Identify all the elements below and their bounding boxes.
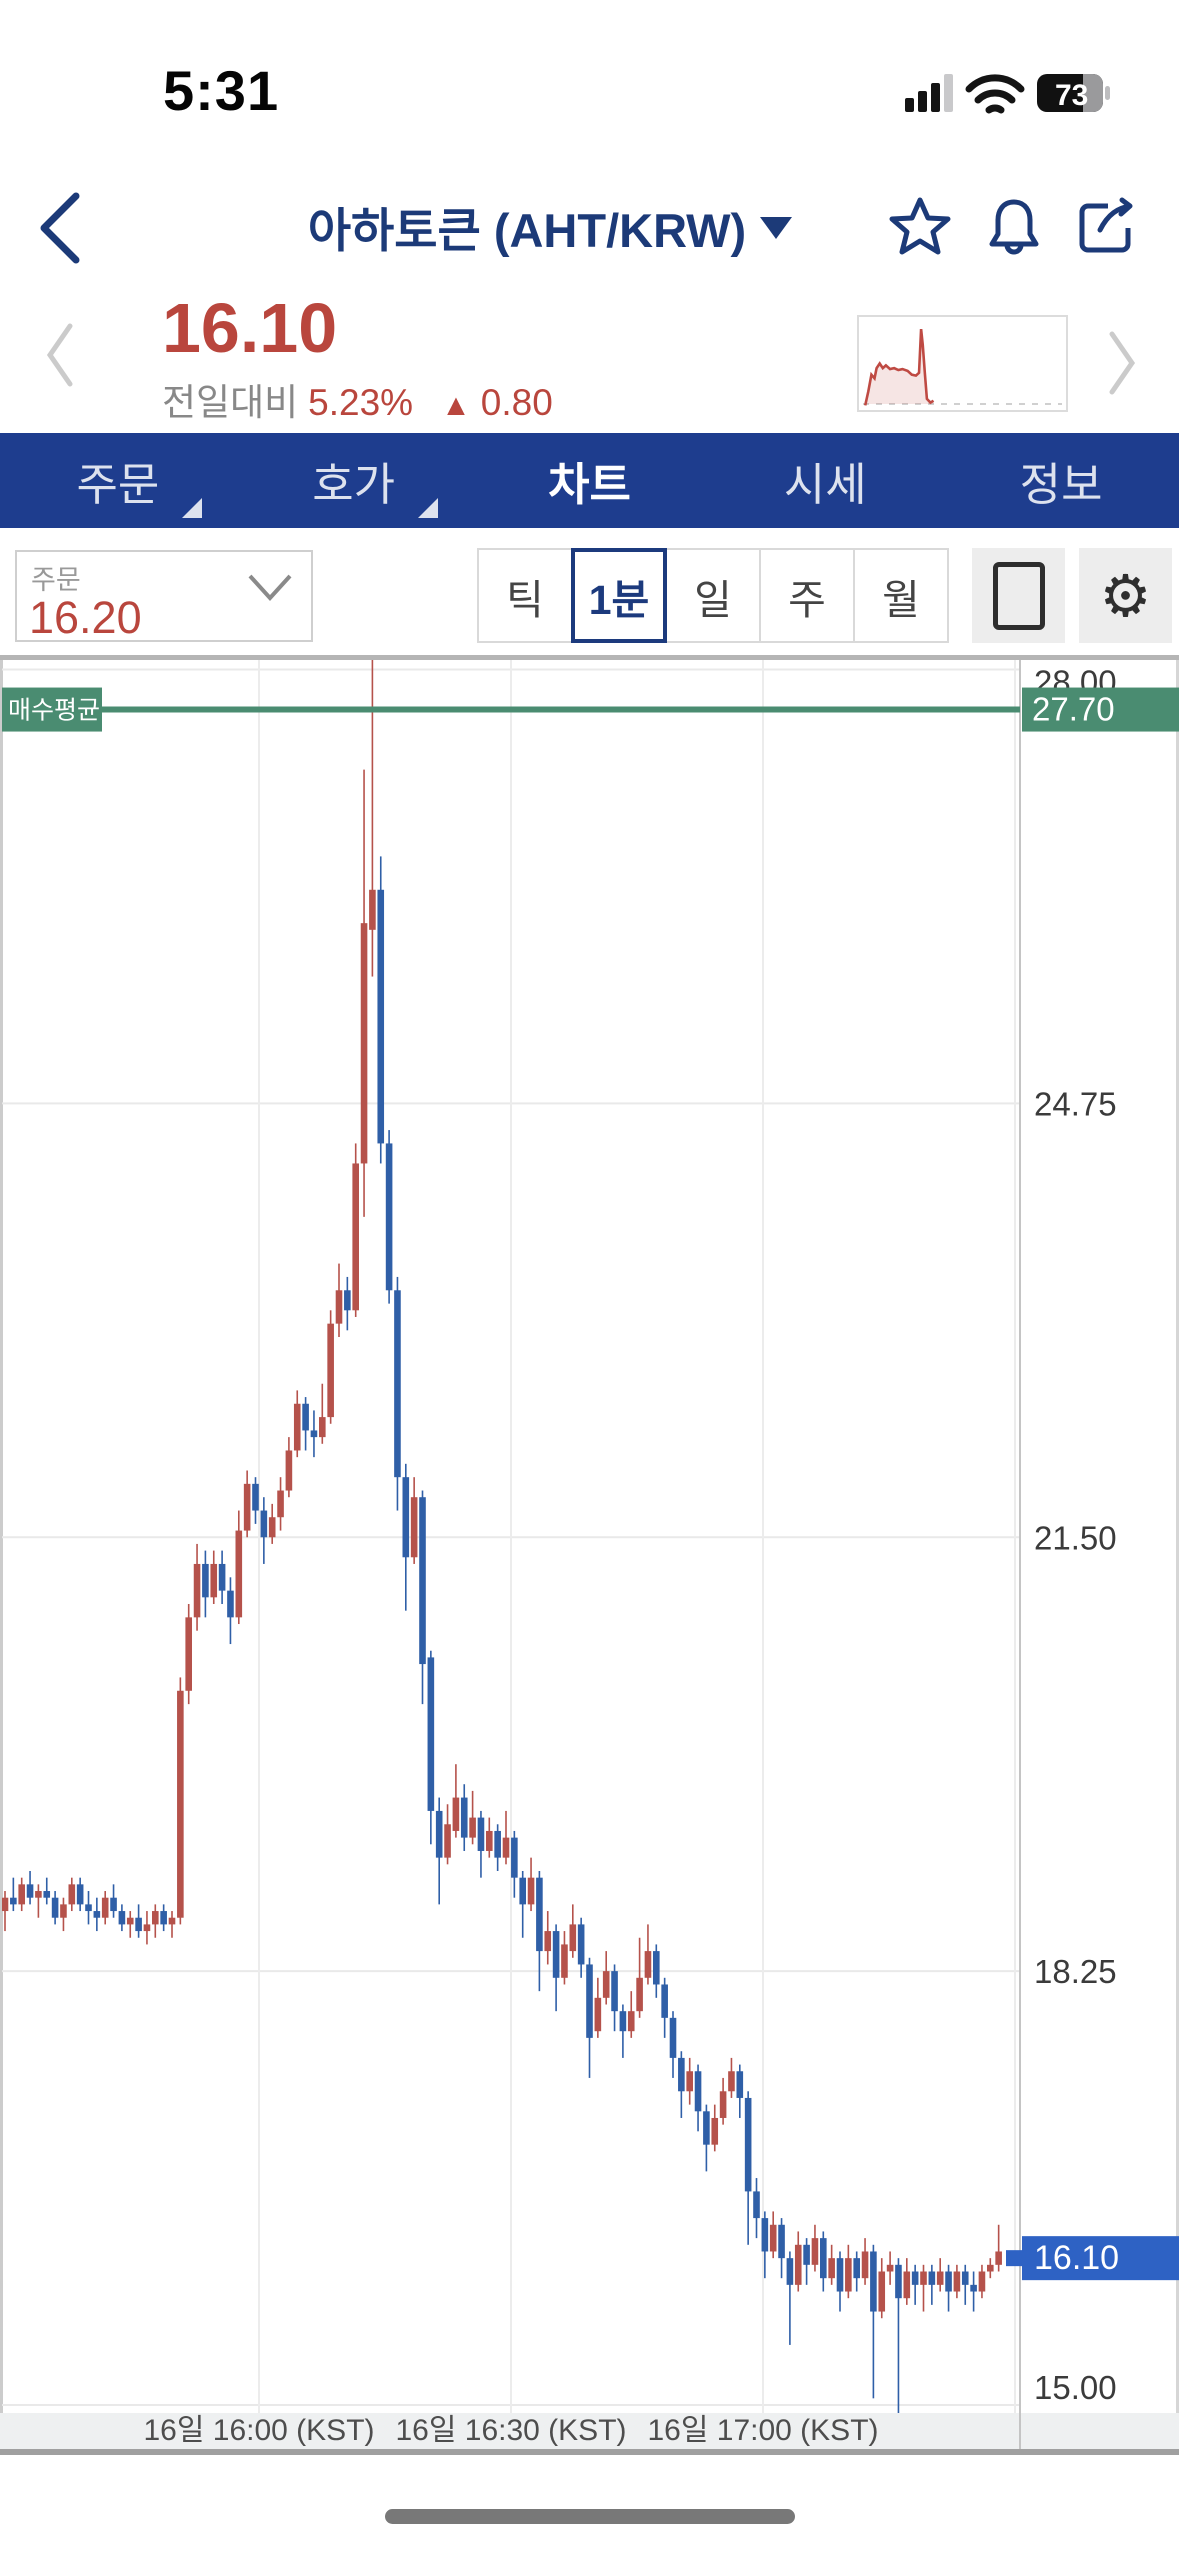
- cellular-signal-icon: [905, 74, 953, 112]
- candlestick-chart[interactable]: 28.00 24.75 21.50 18.25 15.00 매수평균 27.70 16.10 1…: [0, 655, 1179, 2455]
- timeframe-button-틱[interactable]: 틱: [477, 548, 573, 643]
- avg-price-label: 매수평균: [8, 697, 100, 725]
- battery-icon: 73: [1037, 74, 1110, 112]
- mini-sparkline: [857, 315, 1068, 412]
- chart-bottom-border: [0, 2449, 1179, 2455]
- current-price-marker: [1006, 2250, 1022, 2267]
- chevron-left-icon: [46, 323, 73, 387]
- tab-4[interactable]: 시세: [707, 433, 943, 528]
- current-price: 16.10: [162, 289, 338, 367]
- x-axis-strip: [0, 2413, 1179, 2449]
- tab-label: 시세: [783, 459, 867, 510]
- back-chevron-icon: [40, 192, 80, 264]
- x-axis-label: 16일 16:30 (KST): [395, 2414, 626, 2447]
- tab-label: 정보: [1019, 459, 1103, 510]
- status-icons: 73: [905, 74, 1110, 114]
- chevron-right-icon: [1109, 331, 1136, 395]
- timeframe-button-월[interactable]: 월: [853, 548, 949, 643]
- candle-style-icon: [992, 561, 1045, 630]
- avg-price-value: 27.70: [1032, 691, 1115, 728]
- current-price-badge: [1022, 2236, 1179, 2281]
- price-change-row: 전일대비 5.23% ▲ 0.80: [162, 372, 553, 426]
- submenu-triangle-icon: [417, 498, 438, 518]
- chart-left-border: [0, 660, 3, 2449]
- order-price-dropdown[interactable]: 주문 16.20: [15, 550, 313, 643]
- status-time: 5:31: [163, 59, 280, 122]
- chart-right-border: [1176, 660, 1179, 2449]
- change-label: 전일대비: [162, 382, 299, 423]
- order-dropdown-label: 주문: [31, 565, 81, 595]
- avg-price-value-badge: [1022, 687, 1179, 732]
- timeframe-group: 틱 1분 일 주 월: [477, 548, 949, 643]
- bell-icon: [989, 199, 1039, 255]
- share-icon: [1079, 197, 1133, 253]
- next-pair-button[interactable]: [1108, 330, 1138, 396]
- tab-5[interactable]: 정보: [943, 433, 1179, 528]
- avg-price-left-badge: [2, 687, 102, 732]
- chevron-down-icon: [248, 574, 292, 601]
- chart-top-border: [0, 655, 1179, 660]
- chart-style-button[interactable]: [972, 548, 1065, 643]
- y-axis-label: 21.50: [1034, 1519, 1117, 1556]
- y-axis-label: 24.75: [1034, 1085, 1117, 1122]
- change-percent: 5.23%: [308, 382, 414, 423]
- tab-label: 호가: [312, 459, 396, 510]
- candle-series: [2, 660, 1002, 2413]
- gear-icon: ⚙: [1099, 563, 1152, 629]
- chart-settings-button[interactable]: ⚙: [1079, 548, 1172, 643]
- tab-3[interactable]: 차트: [472, 433, 708, 528]
- wifi-icon: [965, 74, 1025, 114]
- pair-title-dropdown[interactable]: 아하토큰 (AHT/KRW): [150, 192, 950, 261]
- tab-1[interactable]: 주문: [0, 433, 236, 528]
- prev-pair-button[interactable]: [44, 322, 74, 388]
- page-title: 아하토큰 (AHT/KRW): [307, 204, 747, 257]
- up-arrow-icon: ▲: [441, 389, 471, 422]
- timeframe-button-일[interactable]: 일: [665, 548, 761, 643]
- y-axis-label: 18.25: [1034, 1953, 1117, 1990]
- star-icon: [889, 197, 951, 255]
- current-price-value: 16.10: [1034, 2239, 1119, 2277]
- home-indicator[interactable]: [385, 2509, 795, 2524]
- title-caret-icon: [760, 217, 793, 239]
- submenu-triangle-icon: [181, 498, 202, 518]
- back-button[interactable]: [36, 192, 84, 264]
- favorite-button[interactable]: [888, 194, 952, 258]
- share-button[interactable]: [1074, 194, 1138, 258]
- x-axis-label: 16일 17:00 (KST): [647, 2414, 878, 2447]
- order-dropdown-value: 16.20: [29, 592, 142, 643]
- timeframe-button-주[interactable]: 주: [759, 548, 855, 643]
- timeframe-button-1분[interactable]: 1분: [571, 548, 667, 643]
- alert-button[interactable]: [982, 194, 1046, 258]
- change-value: 0.80: [480, 382, 553, 423]
- tab-label: 차트: [548, 459, 631, 510]
- y-axis-label: 15.00: [1034, 2369, 1117, 2406]
- main-nav: 주문 호가 차트 시세 정보: [0, 433, 1179, 528]
- battery-percent-text: 73: [1055, 79, 1088, 112]
- x-axis-label: 16일 16:00 (KST): [143, 2414, 374, 2447]
- tab-label: 주문: [76, 459, 160, 510]
- tab-2[interactable]: 호가: [236, 433, 472, 528]
